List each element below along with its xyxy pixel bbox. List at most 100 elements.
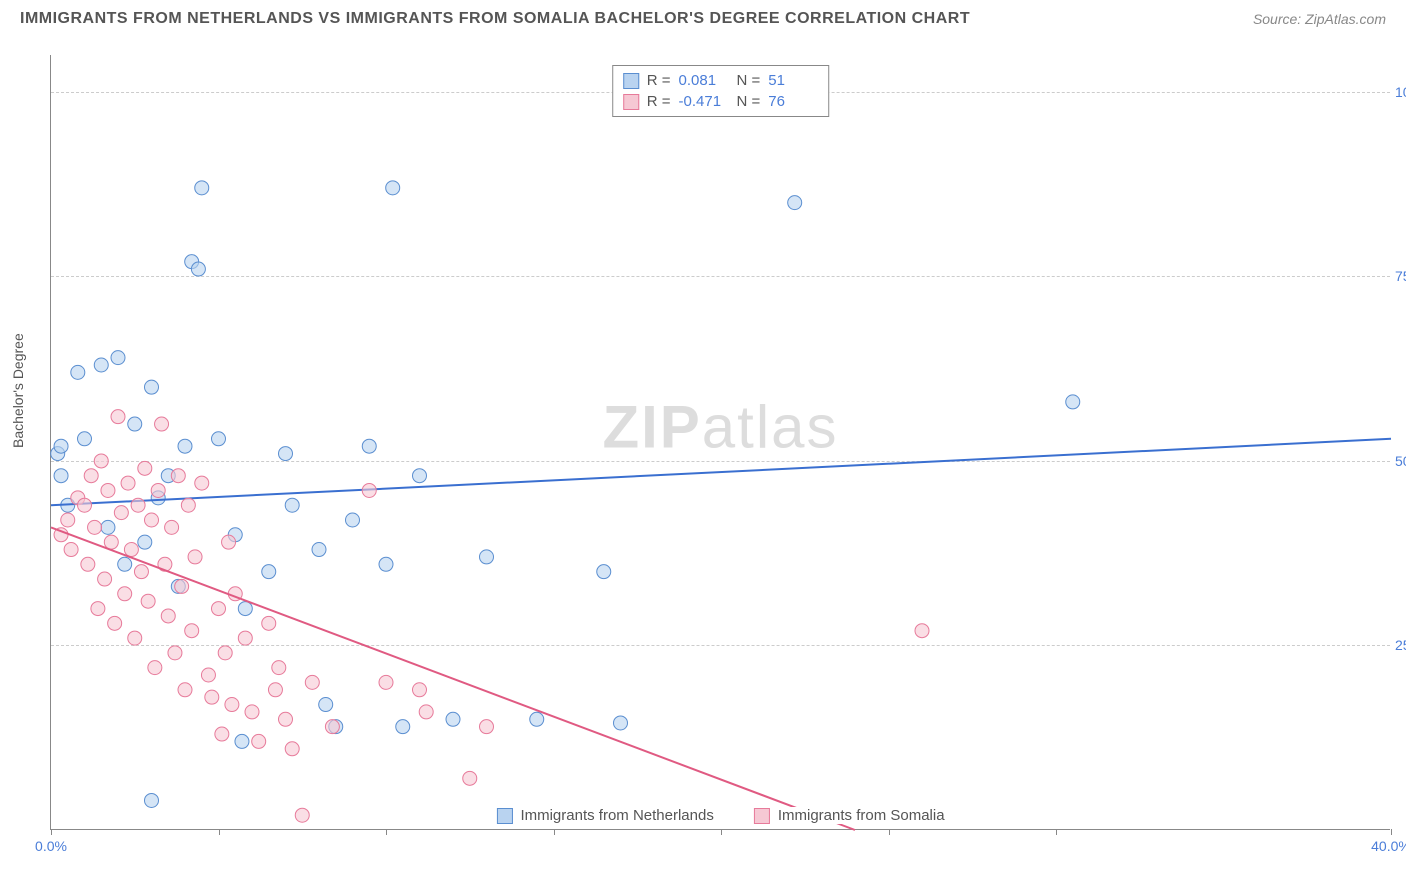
- data-point: [305, 675, 319, 689]
- swatch-series1: [496, 808, 512, 824]
- data-point: [104, 535, 118, 549]
- data-point: [168, 646, 182, 660]
- data-point: [379, 675, 393, 689]
- data-point: [151, 483, 165, 497]
- data-point: [138, 535, 152, 549]
- chart-plot-area: ZIPatlas 25.0%50.0%75.0%100.0% 0.0%40.0%…: [50, 55, 1390, 830]
- data-point: [101, 520, 115, 534]
- x-tick-label: 0.0%: [35, 838, 67, 854]
- r-label: R =: [647, 93, 671, 110]
- y-axis-label: Bachelor's Degree: [10, 333, 26, 448]
- data-point: [185, 624, 199, 638]
- data-point: [78, 498, 92, 512]
- data-point: [118, 557, 132, 571]
- data-point: [262, 616, 276, 630]
- data-point: [262, 565, 276, 579]
- n-value-series2: 76: [768, 93, 818, 110]
- data-point: [362, 439, 376, 453]
- swatch-series2: [754, 808, 770, 824]
- data-point: [54, 469, 68, 483]
- data-point: [64, 543, 78, 557]
- data-point: [145, 380, 159, 394]
- data-point: [111, 351, 125, 365]
- data-point: [188, 550, 202, 564]
- data-point: [312, 543, 326, 557]
- r-label: R =: [647, 72, 671, 89]
- y-tick-label: 50.0%: [1395, 453, 1406, 469]
- trend-line: [51, 527, 855, 830]
- data-point: [396, 720, 410, 734]
- x-tick-label: 40.0%: [1371, 838, 1406, 854]
- data-point: [121, 476, 135, 490]
- data-point: [111, 410, 125, 424]
- data-point: [88, 520, 102, 534]
- stats-row-series2: R = -0.471 N = 76: [623, 91, 819, 112]
- data-point: [101, 483, 115, 497]
- data-point: [205, 690, 219, 704]
- data-point: [94, 454, 108, 468]
- data-point: [71, 365, 85, 379]
- data-point: [201, 668, 215, 682]
- data-point: [238, 631, 252, 645]
- data-point: [379, 557, 393, 571]
- data-point: [138, 461, 152, 475]
- legend-label-series2: Immigrants from Somalia: [778, 807, 945, 824]
- legend-item-series1: Immigrants from Netherlands: [496, 807, 713, 824]
- y-tick-label: 75.0%: [1395, 268, 1406, 284]
- data-point: [614, 716, 628, 730]
- data-point: [215, 727, 229, 741]
- data-point: [325, 720, 339, 734]
- data-point: [141, 594, 155, 608]
- data-point: [161, 609, 175, 623]
- data-point: [319, 698, 333, 712]
- y-tick-label: 25.0%: [1395, 637, 1406, 653]
- data-point: [145, 513, 159, 527]
- swatch-series1: [623, 73, 639, 89]
- data-point: [81, 557, 95, 571]
- series-legend: Immigrants from Netherlands Immigrants f…: [488, 807, 952, 824]
- data-point: [61, 513, 75, 527]
- data-point: [181, 498, 195, 512]
- data-point: [178, 439, 192, 453]
- data-point: [98, 572, 112, 586]
- x-tick: [1391, 829, 1392, 835]
- data-point: [78, 432, 92, 446]
- data-point: [235, 734, 249, 748]
- n-value-series1: 51: [768, 72, 818, 89]
- r-value-series1: 0.081: [679, 72, 729, 89]
- legend-label-series1: Immigrants from Netherlands: [520, 807, 713, 824]
- data-point: [165, 520, 179, 534]
- data-point: [279, 447, 293, 461]
- data-point: [268, 683, 282, 697]
- data-point: [195, 181, 209, 195]
- data-point: [191, 262, 205, 276]
- data-point: [413, 469, 427, 483]
- data-point: [346, 513, 360, 527]
- data-point: [128, 631, 142, 645]
- data-point: [114, 506, 128, 520]
- swatch-series2: [623, 94, 639, 110]
- data-point: [252, 734, 266, 748]
- data-point: [124, 543, 138, 557]
- data-point: [285, 742, 299, 756]
- correlation-stats-box: R = 0.081 N = 51 R = -0.471 N = 76: [612, 65, 830, 117]
- data-point: [175, 579, 189, 593]
- data-point: [413, 683, 427, 697]
- chart-title: IMMIGRANTS FROM NETHERLANDS VS IMMIGRANT…: [20, 10, 970, 28]
- data-point: [238, 602, 252, 616]
- data-point: [419, 705, 433, 719]
- trend-line: [51, 439, 1391, 505]
- data-point: [480, 550, 494, 564]
- data-point: [178, 683, 192, 697]
- data-point: [463, 771, 477, 785]
- data-point: [84, 469, 98, 483]
- data-point: [295, 808, 309, 822]
- stats-row-series1: R = 0.081 N = 51: [623, 70, 819, 91]
- data-point: [225, 698, 239, 712]
- data-point: [218, 646, 232, 660]
- data-point: [480, 720, 494, 734]
- data-point: [94, 358, 108, 372]
- data-point: [272, 661, 286, 675]
- data-point: [54, 439, 68, 453]
- data-point: [597, 565, 611, 579]
